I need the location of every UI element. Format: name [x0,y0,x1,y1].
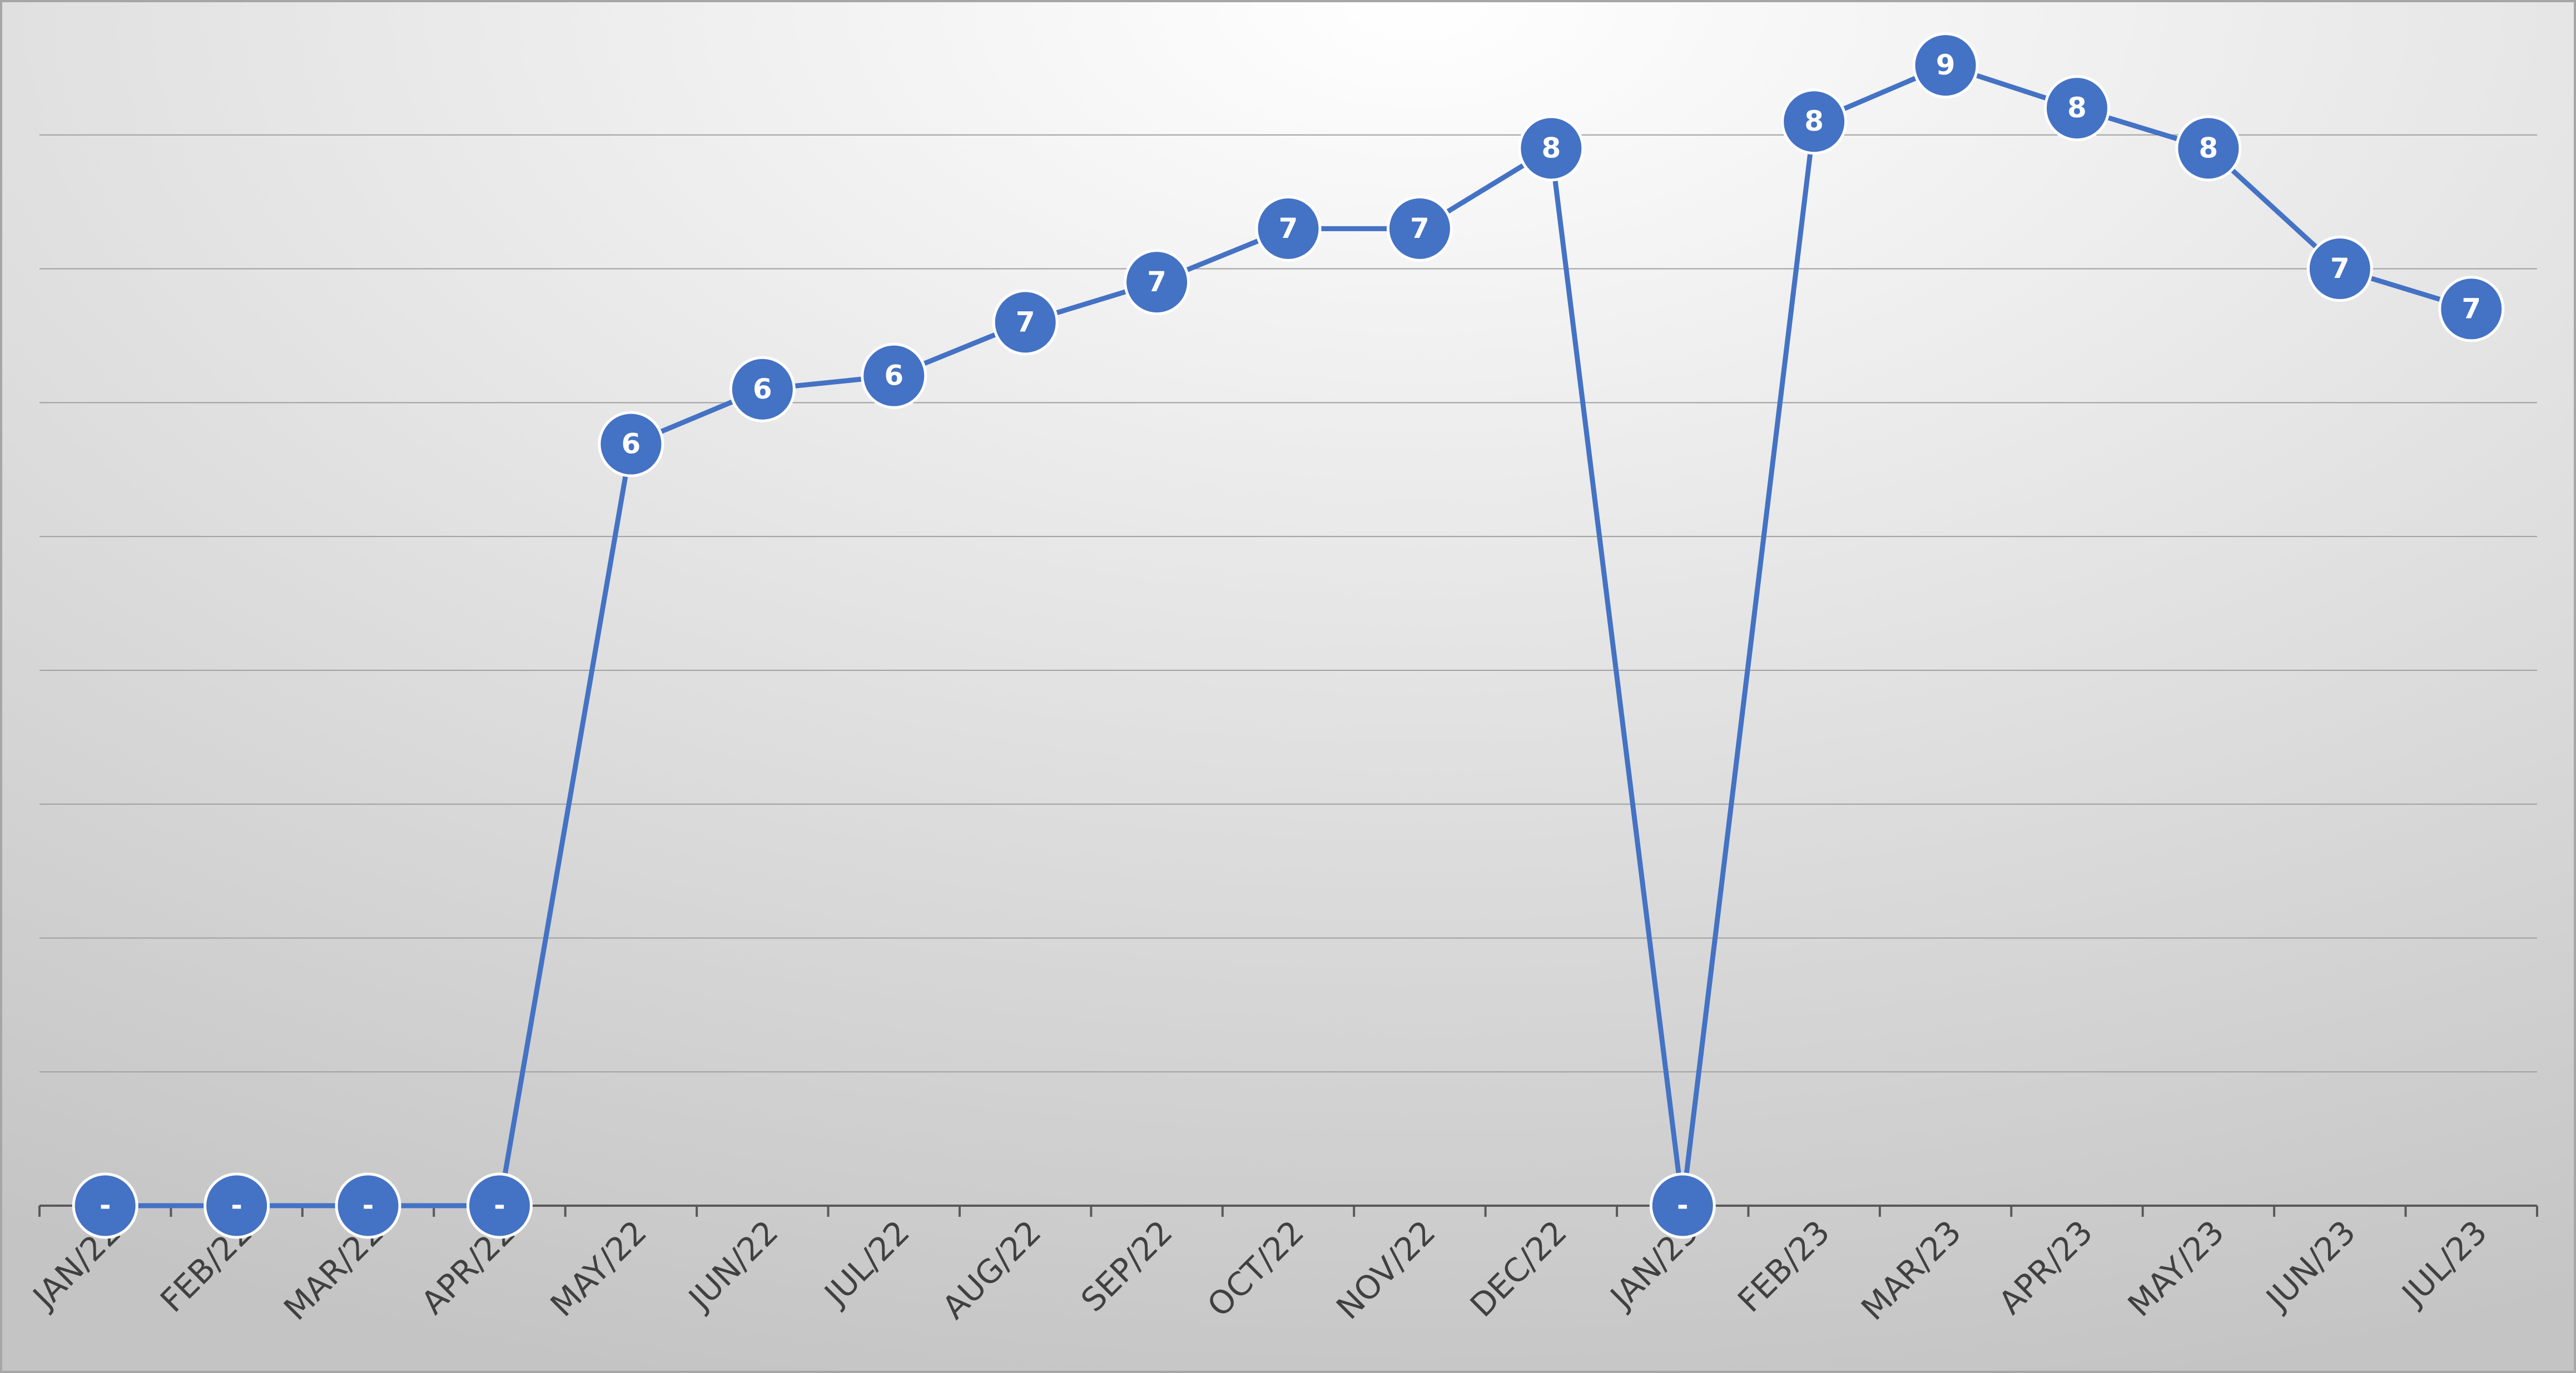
data-point [1518,115,1585,182]
data-label: 8 [1541,132,1561,164]
data-point [598,411,664,477]
data-point [1912,32,1979,99]
data-label: 6 [753,373,772,405]
data-label: 6 [884,360,904,392]
data-point [729,356,796,422]
data-label: - [100,1190,111,1222]
data-point [335,1172,401,1239]
data-point [466,1172,533,1239]
data-label: 7 [1410,212,1430,245]
data-label: - [494,1190,505,1222]
data-point [204,1172,270,1239]
data-point [1781,88,1848,155]
data-label: - [363,1190,374,1222]
data-point [1386,195,1453,262]
data-label: 8 [2067,92,2087,124]
data-label: - [1677,1190,1689,1222]
data-label: 9 [1936,49,1955,81]
data-point [1649,1172,1716,1239]
data-point [1124,249,1190,316]
data-label: 8 [1804,105,1824,137]
data-point [861,342,927,409]
data-label: 7 [1279,212,1298,245]
data-point [2044,75,2111,142]
data-label: 7 [2461,292,2481,325]
data-point [2306,236,2373,302]
data-point [2175,115,2242,182]
data-point [1255,195,1322,262]
data-label: - [231,1190,242,1222]
data-label: 7 [2330,252,2350,285]
data-label: 7 [1016,306,1035,338]
data-label: 7 [1147,266,1167,298]
data-label: 8 [2199,132,2218,164]
data-label: 6 [621,427,641,460]
data-point [2438,276,2505,342]
data-point [992,289,1059,356]
data-point [72,1172,138,1239]
